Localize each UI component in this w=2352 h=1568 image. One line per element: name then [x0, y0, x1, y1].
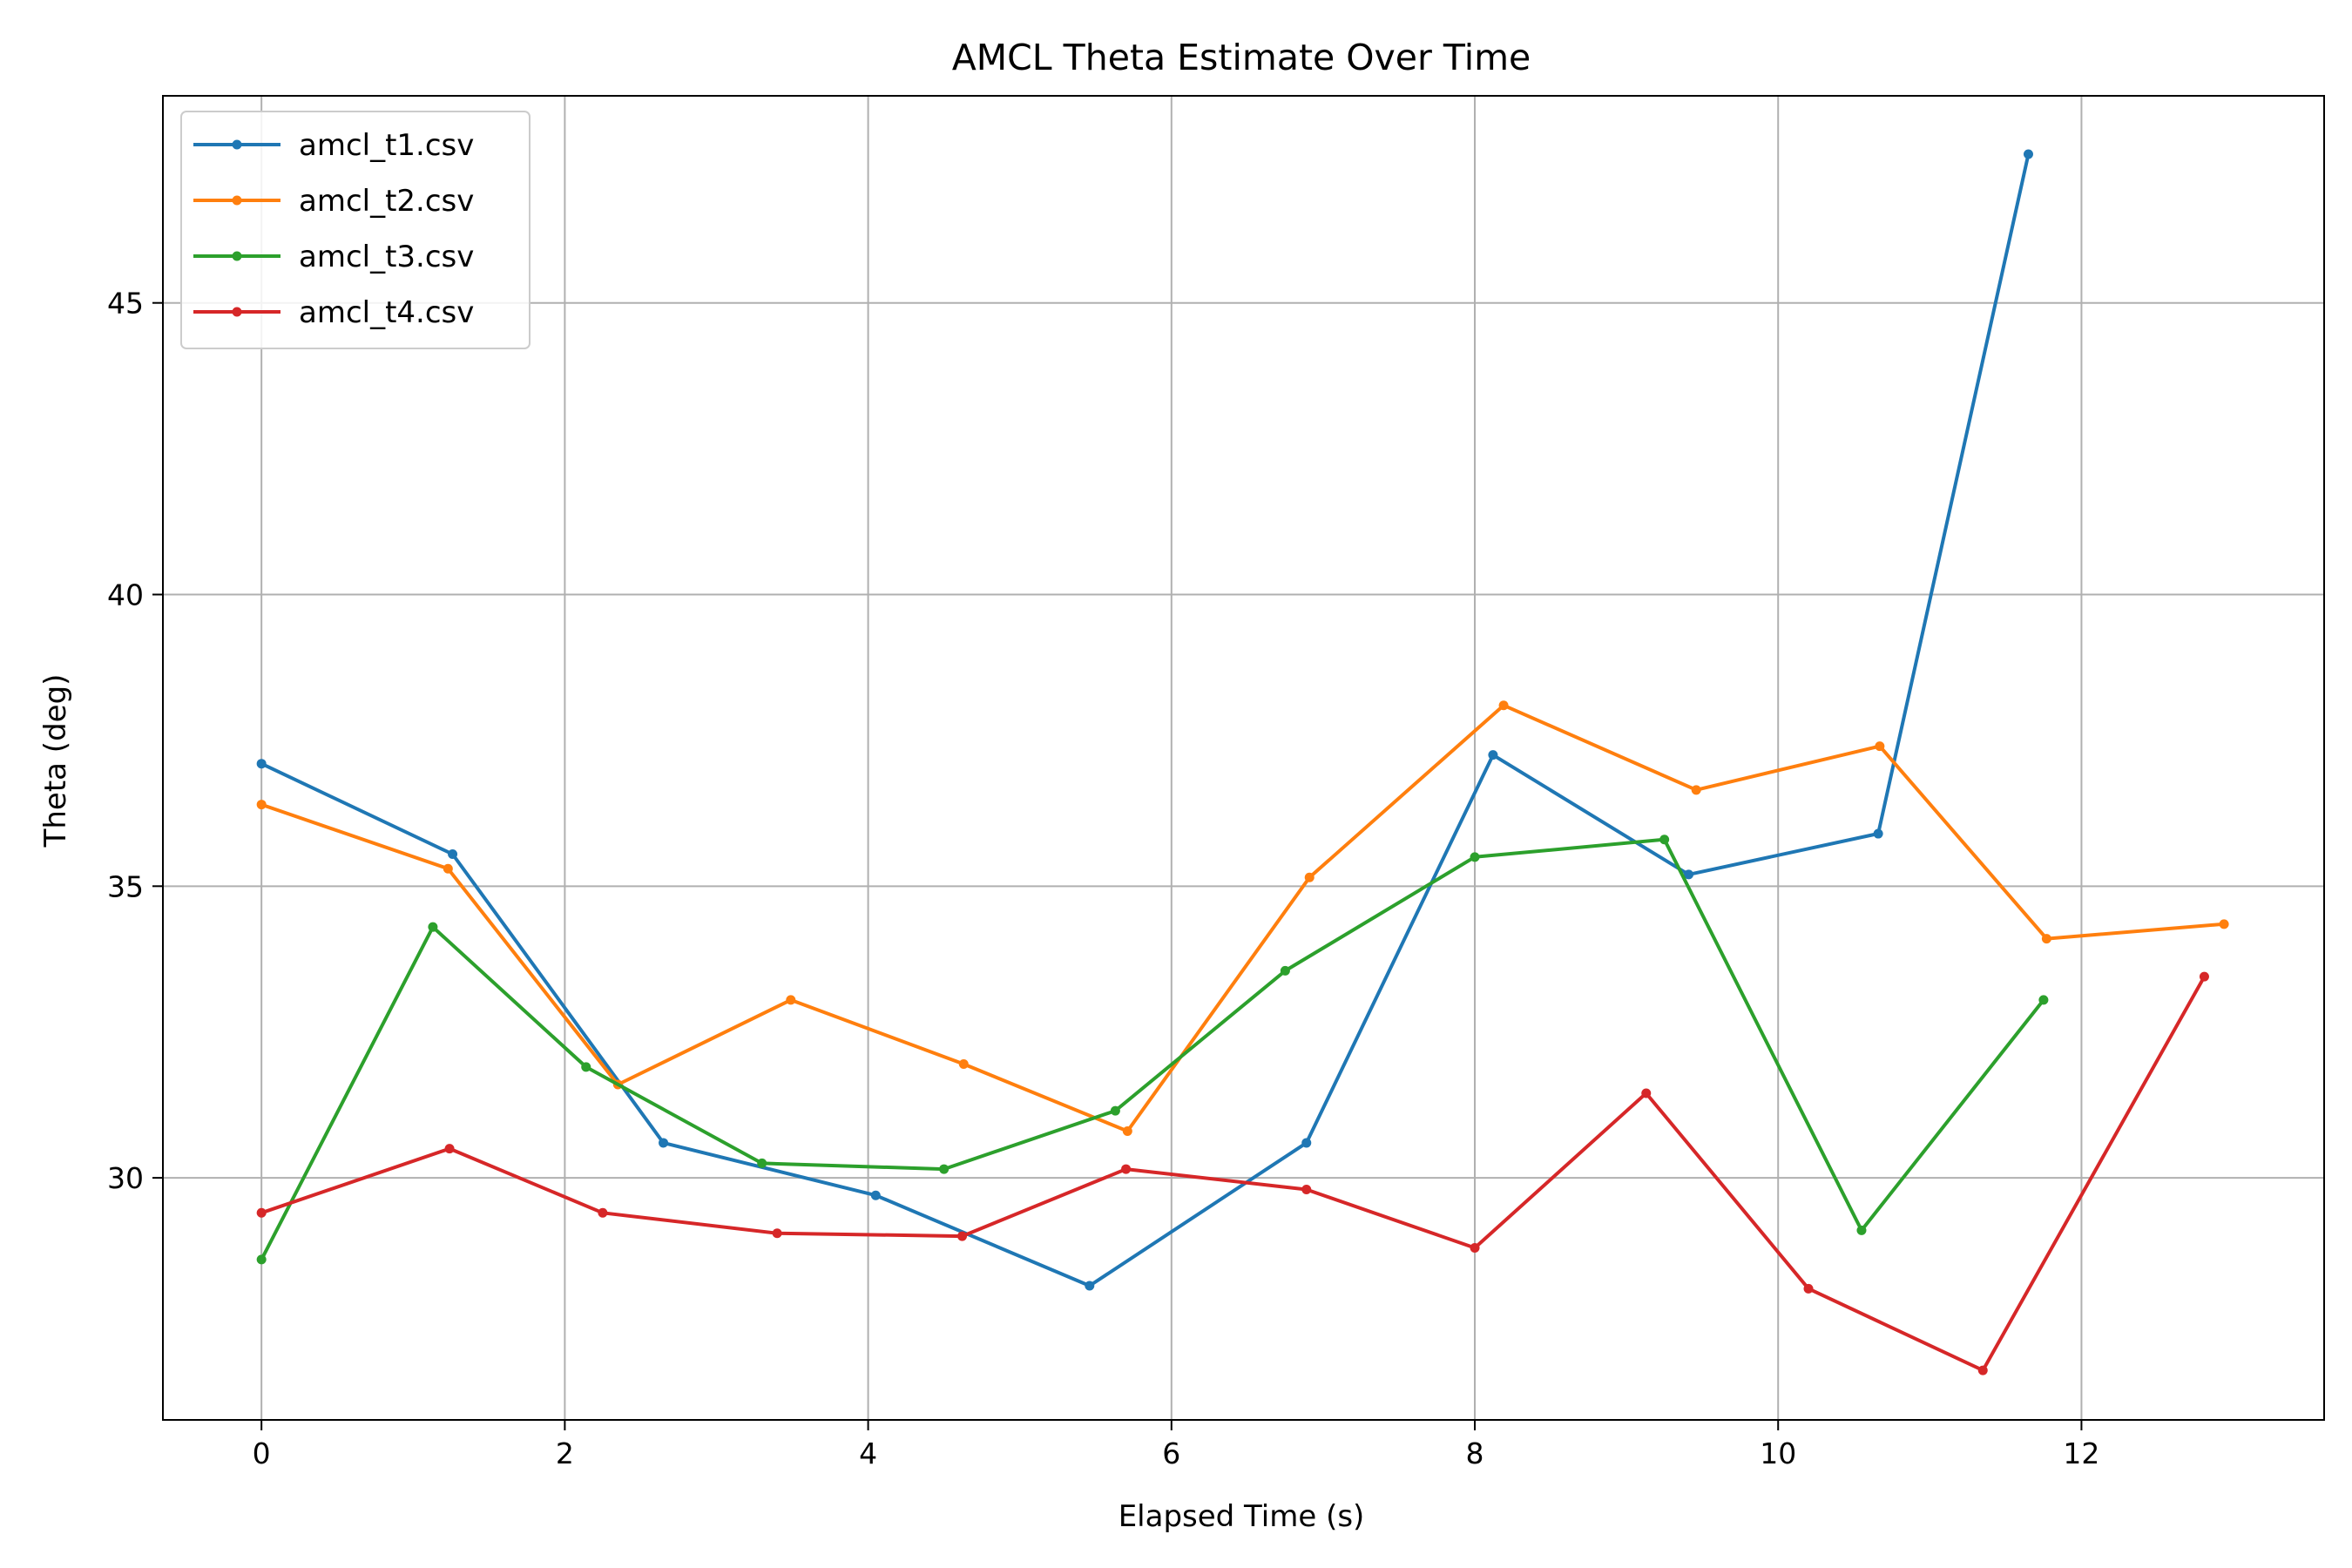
- data-point: [1121, 1164, 1132, 1174]
- x-tick-label: 0: [253, 1436, 271, 1470]
- legend-swatch-marker: [232, 139, 242, 150]
- legend-swatch-marker: [232, 251, 242, 261]
- series-1: [256, 149, 2033, 1291]
- data-point: [1977, 1365, 1988, 1375]
- series-2: [256, 700, 2229, 1137]
- x-tick-label: 6: [1162, 1436, 1180, 1470]
- data-point: [256, 1207, 267, 1218]
- data-point: [2219, 919, 2229, 929]
- y-tick-label: 45: [107, 287, 144, 321]
- data-point: [444, 1144, 455, 1154]
- data-point: [958, 1059, 969, 1070]
- y-tick-label: 35: [107, 869, 144, 903]
- data-point: [1122, 1126, 1132, 1137]
- series-line: [259, 152, 2031, 1288]
- legend-label: amcl_t2.csv: [299, 184, 474, 219]
- data-point: [772, 1228, 782, 1239]
- series-4: [256, 971, 2209, 1375]
- data-point: [870, 1190, 881, 1200]
- data-point: [1301, 1185, 1312, 1195]
- x-axis-label: Elapsed Time (s): [1119, 1499, 1365, 1534]
- data-point: [1470, 1242, 1480, 1253]
- y-tick-label: 30: [107, 1161, 144, 1195]
- data-point: [1110, 1105, 1120, 1116]
- x-tick-label: 8: [1466, 1436, 1484, 1470]
- data-point: [1301, 1138, 1312, 1148]
- data-point: [581, 1062, 591, 1072]
- data-point: [598, 1207, 608, 1218]
- data-point: [256, 759, 267, 769]
- data-point: [1691, 785, 1701, 795]
- data-point: [2199, 971, 2209, 982]
- data-point: [939, 1164, 950, 1174]
- data-point: [428, 922, 438, 932]
- data-point: [1304, 872, 1315, 882]
- data-point: [2041, 934, 2051, 944]
- data-point: [1641, 1088, 1652, 1098]
- y-tick-label: 40: [107, 578, 144, 612]
- data-point: [957, 1231, 968, 1241]
- data-point: [256, 800, 267, 810]
- data-point: [2023, 149, 2033, 159]
- data-point: [757, 1158, 767, 1168]
- data-point: [1488, 750, 1498, 760]
- legend-swatch-marker: [232, 307, 242, 317]
- data-point: [1085, 1281, 1095, 1291]
- data-point: [1875, 741, 1885, 752]
- plot-area-frame: [162, 95, 2325, 1421]
- data-point: [1683, 869, 1693, 880]
- legend-swatch-marker: [232, 195, 242, 206]
- chart-title: AMCL Theta Estimate Over Time: [952, 37, 1531, 78]
- series-layer: [256, 149, 2229, 1375]
- x-tick-label: 4: [859, 1436, 877, 1470]
- x-tick-label: 12: [2063, 1436, 2099, 1470]
- data-point: [1470, 852, 1480, 862]
- legend-box: [180, 111, 531, 349]
- legend: amcl_t1.csv amcl_t2.csv amcl_t3.csv amcl_t4…: [180, 111, 531, 349]
- axis-ticks: 0 2 4 6 8 10 12 30 35 40 45: [107, 287, 2099, 1470]
- legend-label: amcl_t3.csv: [299, 240, 474, 274]
- data-point: [443, 863, 453, 874]
- data-point: [786, 995, 796, 1005]
- data-point: [1856, 1225, 1867, 1235]
- x-tick-label: 10: [1760, 1436, 1796, 1470]
- series-3: [256, 835, 2049, 1265]
- series-line: [259, 703, 2227, 1133]
- legend-label: amcl_t4.csv: [299, 295, 474, 330]
- data-point: [1803, 1283, 1814, 1294]
- data-point: [256, 1254, 267, 1265]
- legend-label: amcl_t1.csv: [299, 128, 474, 163]
- data-point: [1498, 700, 1509, 711]
- data-point: [1280, 965, 1290, 976]
- y-axis-label: Theta (deg): [38, 674, 73, 848]
- x-tick-label: 2: [556, 1436, 574, 1470]
- data-point: [659, 1138, 669, 1148]
- data-point: [448, 848, 458, 859]
- data-point: [1873, 828, 1883, 839]
- data-point: [2038, 995, 2049, 1005]
- series-line: [259, 974, 2207, 1373]
- data-point: [1659, 835, 1670, 845]
